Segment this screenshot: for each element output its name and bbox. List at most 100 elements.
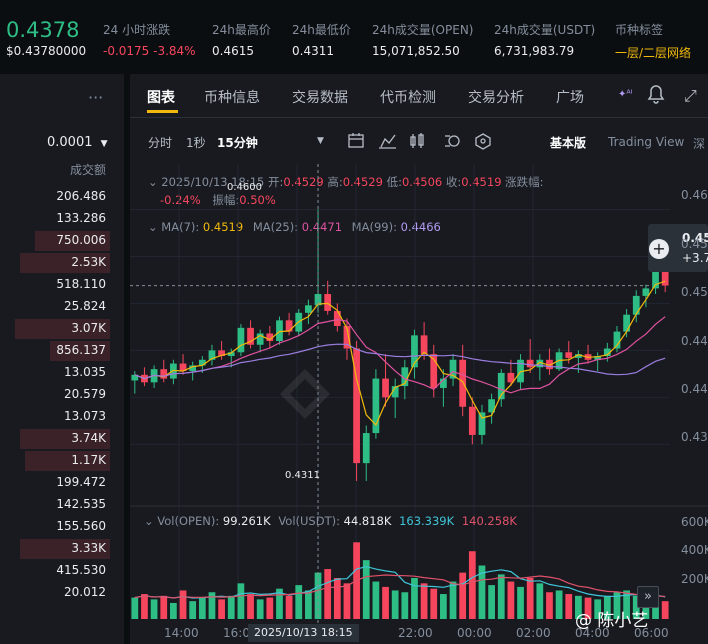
order-book-row[interactable]: 3.74K [0,428,124,450]
settings-icon[interactable] [445,135,460,147]
stat-value: 15,071,852.50 [372,44,460,58]
price-axis-label: 0.440 [681,382,708,396]
high-value: 0.4529 [342,175,383,189]
order-book-row[interactable]: 3.07K [0,318,124,340]
stat-value: 0.4311 [292,44,334,58]
candle-body [208,350,216,360]
collapse-vol-icon[interactable]: ⌄ [144,514,154,528]
order-book-row[interactable]: 206.486 [0,186,124,208]
ai-icon[interactable]: ✦ᴬᴵ [618,89,633,100]
candle-body [198,359,206,366]
time-axis-label: 06:00 [634,626,669,640]
order-amount: 518.110 [56,277,106,291]
order-amount: 1.17K [71,453,106,467]
stat-label: 24 小时涨跌 [103,23,171,37]
stat-label: 24h成交量(USDT) [494,23,596,37]
tab-trading-data[interactable]: 交易数据 [292,90,348,106]
basic-mode-button[interactable]: 基本版 [550,136,587,150]
more-icon[interactable]: ··· [88,88,104,107]
add-order-icon[interactable]: + [649,239,669,259]
active-tab-indicator [147,110,178,113]
ma-legend: ⌄ MA(7): 0.4519 MA(25): 0.4471 MA(99): 0… [148,220,441,234]
volume-bar [198,597,206,619]
tradingview-button[interactable]: Trading View [608,135,685,149]
tab-trade-analysis[interactable]: 交易分析 [468,90,524,106]
order-book-row[interactable]: 3.33K [0,538,124,560]
volume-bar [584,597,592,619]
depth-bar [35,231,110,251]
tab-chart[interactable]: 图表 [147,90,175,106]
candle-body [179,363,187,372]
volume-bar [478,565,486,619]
order-amount: 206.486 [56,189,106,203]
order-book-row[interactable]: 856.137 [0,340,124,362]
candle-type-icon[interactable] [410,133,424,148]
interval-1s[interactable]: 1秒 [186,136,206,150]
candle-body [256,333,264,345]
candle-body [353,348,360,464]
high-marker: 0.4600 [227,182,262,193]
vol-usdt-value: 44.818K [343,514,392,528]
order-book-row[interactable]: 133.286 [0,208,124,230]
order-book-row[interactable]: 155.560 [0,516,124,538]
scroll-right-button[interactable]: » [637,586,659,608]
calendar-icon[interactable] [348,133,364,148]
expand-icon[interactable]: ⤢ [684,86,697,105]
volume-bar [459,572,467,619]
candle-body [575,354,582,358]
order-amount: 750.006 [56,233,106,247]
order-book-row[interactable]: 1.17K [0,450,124,472]
bell-icon[interactable] [647,84,667,106]
chevron-down-icon: ▼ [100,139,108,149]
order-book-row[interactable]: 750.006 [0,230,124,252]
collapse-icon[interactable]: ⌄ [148,175,158,189]
order-book-row[interactable]: 142.535 [0,494,124,516]
order-book-row[interactable]: 13.073 [0,406,124,428]
tab-square[interactable]: 广场 [556,90,584,106]
volume-bar [285,595,293,619]
volume-bar [632,595,640,619]
volume-bar [661,601,669,619]
order-book-row[interactable]: 415.530 [0,560,124,582]
ma25-label: MA(25): [252,220,299,234]
ma99-line [134,343,666,380]
stat-value[interactable]: 一层/二层网络 [615,46,692,60]
order-book-row[interactable]: 2.53K [0,252,124,274]
order-book-row[interactable]: 199.472 [0,472,124,494]
interval-15m[interactable]: 15分钟 [217,136,258,150]
tab-token-check[interactable]: 代币检测 [380,90,436,106]
candle-body [372,378,380,434]
volume-legend: ⌄ Vol(OPEN): 99.261K Vol(USDT): 44.818K … [144,514,517,528]
line-chart-icon[interactable] [379,134,396,149]
candle-body [324,294,332,311]
order-book-row[interactable]: 20.012 [0,582,124,604]
collapse-ma-icon[interactable]: ⌄ [148,220,158,234]
order-book-row[interactable]: 25.824 [0,296,124,318]
volume-bar [372,581,380,619]
order-book-row[interactable]: 20.579 [0,384,124,406]
order-book-row[interactable]: 518.110 [0,274,124,296]
volume-ma1-line [134,565,666,599]
volume-ma2-line [134,574,666,599]
volume-bar [536,583,544,619]
precision-select[interactable]: 0.0001 ▼ [47,135,108,150]
depth-bar [20,253,110,273]
change-label: 涨跌幅: [505,175,544,189]
interval-timeline[interactable]: 分时 [148,136,173,150]
candle-body [333,310,341,326]
candle-body [449,359,457,379]
watermark-text: @ 陈小艺 [575,611,649,631]
candle-body [285,320,293,332]
volume-bar [247,594,254,619]
candlestick-chart[interactable] [130,164,708,644]
volume-bar [594,599,602,619]
interval-dropdown-icon[interactable]: ▼ [317,136,324,146]
candle-body [411,335,418,368]
depth-button[interactable]: 深 [693,137,706,151]
depth-icon[interactable] [475,133,491,150]
stat-label: 币种标签 [615,23,664,37]
tab-coin-info[interactable]: 币种信息 [204,90,260,106]
order-book-row[interactable]: 13.035 [0,362,124,384]
volume-axis-label: 200K [681,572,708,586]
candle-body [266,333,274,341]
